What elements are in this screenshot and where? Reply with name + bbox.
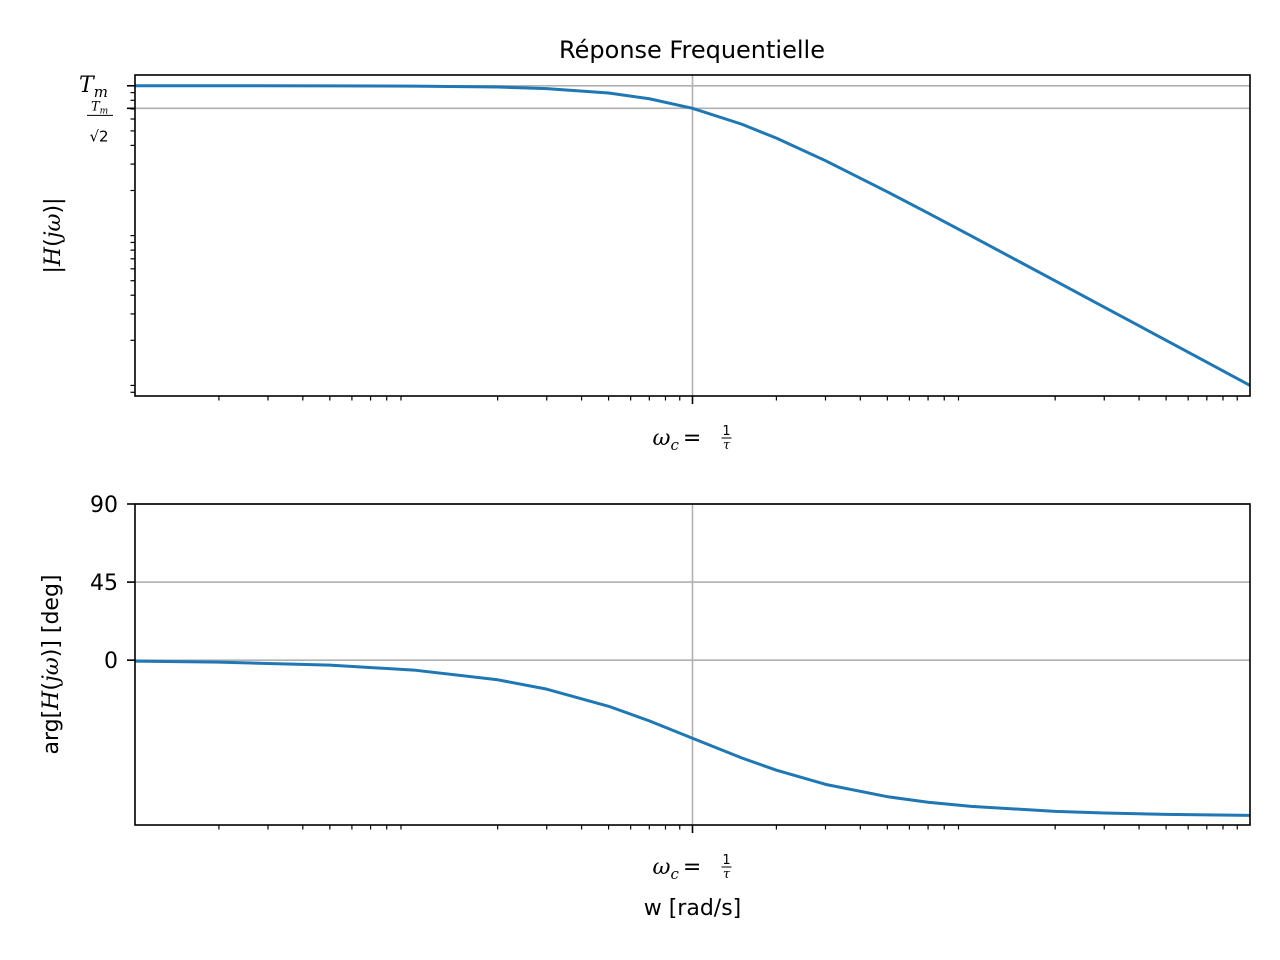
x-axis-label: w [rad/s] bbox=[644, 896, 742, 921]
x-tick-fraction-denominator: τ bbox=[723, 438, 731, 453]
y-axis-label: |H(jω)| bbox=[41, 198, 66, 274]
y-tick-label: 45 bbox=[90, 571, 118, 596]
y-tick-label: 90 bbox=[90, 493, 118, 518]
y-tick-label: 0 bbox=[104, 649, 118, 674]
y-axis-label: arg[H(jω)] [deg] bbox=[39, 574, 64, 754]
x-tick-label: ωc = bbox=[653, 855, 702, 883]
data-line bbox=[134, 659, 1251, 817]
x-tick-fraction-numerator: 1 bbox=[722, 853, 730, 868]
x-tick-fraction-numerator: 1 bbox=[722, 424, 730, 439]
phase-plot: ωc = 1τ 90 45 0 arg[H(jω)] [deg] w [rad/s] bbox=[39, 493, 1251, 921]
x-tick-label: ωc = bbox=[653, 426, 702, 454]
data-line bbox=[134, 84, 1251, 387]
y-tick-fraction-numerator: Tm bbox=[91, 99, 108, 116]
x-tick-fraction-denominator: τ bbox=[723, 867, 731, 882]
figure-title: Réponse Frequentielle bbox=[559, 36, 825, 64]
y-tick-label: Tm bbox=[79, 73, 108, 101]
y-tick-fraction-denominator: √2 bbox=[89, 127, 108, 145]
